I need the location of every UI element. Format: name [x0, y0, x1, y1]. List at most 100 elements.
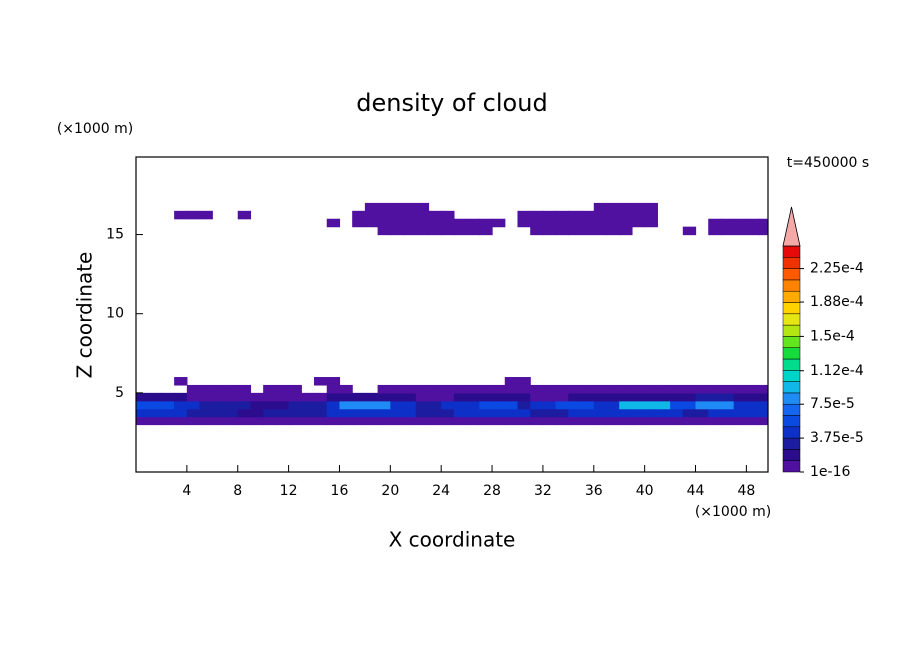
contour-cell — [670, 408, 684, 418]
contour-cell — [504, 392, 519, 402]
contour-cell — [339, 416, 353, 426]
contour-cell — [275, 384, 290, 394]
contour-cell — [504, 384, 519, 394]
contour-cell — [695, 408, 709, 418]
contour-cell — [631, 384, 646, 394]
contour-cell — [250, 408, 264, 418]
contour-cell — [275, 408, 290, 418]
x-tick-label: 32 — [534, 483, 552, 499]
contour-cell — [682, 226, 697, 236]
contour-cell — [390, 400, 404, 410]
contour-cell — [619, 416, 633, 426]
contour-cell — [581, 392, 595, 402]
contour-cell — [148, 392, 163, 402]
contour-cell — [364, 210, 379, 220]
contour-cell — [746, 218, 760, 228]
contour-cell — [746, 392, 760, 402]
contour-cell — [352, 392, 366, 402]
contour-cell — [403, 384, 417, 394]
contour-cell — [364, 416, 379, 426]
contour-cell — [593, 226, 608, 236]
contour-cell — [644, 202, 658, 212]
contour-cell — [517, 218, 531, 228]
contour-cell — [377, 416, 391, 426]
contour-cell — [593, 218, 608, 228]
contour-cell — [275, 400, 290, 410]
x-axis-label: X coordinate — [389, 528, 516, 552]
contour-cell — [453, 226, 468, 236]
contour-cell — [530, 384, 544, 394]
contour-cell — [555, 210, 569, 220]
contour-cell — [682, 408, 697, 418]
contour-cell — [682, 400, 697, 410]
contour-cell — [364, 408, 379, 418]
contour-cell — [479, 400, 493, 410]
contour-cell — [542, 416, 557, 426]
contour-cell — [631, 408, 646, 418]
colorbar-band — [782, 426, 801, 439]
contour-cell — [542, 210, 557, 220]
contour-cell — [237, 392, 252, 402]
colorbar-band — [782, 392, 801, 405]
contour-cell — [670, 392, 684, 402]
contour-cell — [720, 408, 735, 418]
colorbar-tick-label: 2.25e-4 — [810, 261, 864, 277]
contour-cell — [708, 400, 722, 410]
contour-cell — [631, 210, 646, 220]
contour-cell — [606, 210, 620, 220]
contour-cell — [606, 384, 620, 394]
contour-cell — [581, 210, 595, 220]
contour-cell — [339, 400, 353, 410]
contour-cell — [695, 384, 709, 394]
contour-cell — [504, 416, 519, 426]
contour-cell — [631, 400, 646, 410]
contour-cell — [542, 226, 557, 236]
contour-cell — [453, 218, 468, 228]
colorbar-band — [782, 358, 801, 371]
contour-cell — [428, 392, 442, 402]
contour-field — [136, 202, 768, 426]
contour-cell — [644, 408, 658, 418]
contour-cell — [237, 416, 252, 426]
contour-cell — [352, 210, 366, 220]
contour-cell — [504, 377, 519, 386]
contour-cell — [288, 408, 302, 418]
contour-cell — [606, 218, 620, 228]
contour-cell — [136, 416, 150, 426]
colorbar-over — [782, 206, 801, 247]
contour-cell — [504, 408, 519, 418]
contour-cell — [377, 210, 391, 220]
contour-cell — [174, 400, 188, 410]
contour-cell — [619, 408, 633, 418]
contour-cell — [746, 408, 760, 418]
contour-cell — [695, 416, 709, 426]
contour-cell — [174, 416, 188, 426]
contour-cell — [733, 400, 747, 410]
x-tick-label: 36 — [585, 483, 603, 499]
contour-cell — [161, 416, 175, 426]
colorbar-band — [782, 245, 801, 258]
contour-cell — [237, 408, 252, 418]
contour-cell — [314, 377, 328, 386]
contour-cell — [581, 416, 595, 426]
contour-cell — [403, 226, 417, 236]
contour-cell — [466, 416, 480, 426]
contour-cell — [441, 392, 455, 402]
contour-cell — [720, 226, 735, 236]
contour-cell — [364, 392, 379, 402]
contour-cell — [441, 218, 455, 228]
contour-cell — [199, 392, 213, 402]
contour-cell — [542, 392, 557, 402]
contour-cell — [314, 400, 328, 410]
contour-cell — [403, 202, 417, 212]
contour-cell — [492, 416, 506, 426]
contour-cell — [453, 384, 468, 394]
contour-cell — [288, 384, 302, 394]
contour-cell — [619, 384, 633, 394]
colorbar-band — [782, 370, 801, 382]
contour-cell — [352, 400, 366, 410]
contour-cell — [657, 416, 671, 426]
contour-cell — [428, 384, 442, 394]
contour-cell — [136, 392, 150, 402]
